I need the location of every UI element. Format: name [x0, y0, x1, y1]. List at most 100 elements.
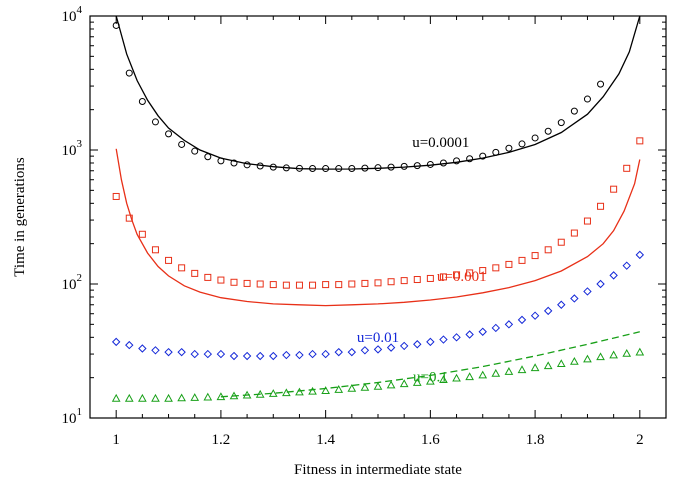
series-curve	[115, 148, 641, 307]
data-point	[269, 163, 277, 171]
x-tick-label: 1.2	[212, 432, 231, 448]
data-point	[165, 256, 173, 264]
data-point	[203, 392, 213, 401]
data-point	[361, 164, 369, 172]
data-point	[217, 157, 225, 165]
series-label: u=0.0001	[412, 135, 469, 151]
data-point	[466, 155, 474, 163]
data-point	[413, 162, 421, 170]
data-point	[243, 279, 251, 287]
data-point	[583, 287, 592, 296]
data-point	[374, 164, 382, 172]
data-point	[282, 164, 290, 172]
data-point	[138, 393, 147, 402]
data-point	[295, 350, 304, 360]
data-point	[295, 281, 303, 289]
data-point	[622, 348, 632, 357]
data-point	[230, 159, 238, 167]
data-point	[557, 119, 565, 127]
data-point	[636, 137, 644, 145]
data-point	[242, 351, 252, 361]
data-point	[557, 300, 566, 309]
data-point	[465, 330, 474, 339]
data-point	[570, 356, 579, 365]
data-point	[609, 271, 618, 280]
data-point	[282, 350, 291, 360]
data-point	[399, 341, 409, 351]
data-point	[360, 382, 370, 391]
data-point	[334, 347, 343, 357]
data-point	[111, 337, 121, 347]
data-point	[530, 363, 540, 372]
series-labels: u=0.0001 u=0.001 u=0.01 u=0.1	[357, 135, 487, 385]
data-point	[504, 367, 514, 375]
data-point	[518, 140, 526, 148]
x-tick-label: 1.4	[316, 432, 335, 448]
data-point	[453, 157, 461, 165]
series-label: u=0.1	[413, 369, 448, 385]
data-point	[623, 164, 631, 172]
data-point	[479, 267, 487, 275]
data-point	[400, 162, 408, 170]
data-point	[439, 273, 447, 281]
data-point	[308, 386, 317, 395]
data-point	[610, 185, 618, 193]
data-point	[531, 252, 539, 260]
data-point	[125, 69, 133, 77]
data-point	[570, 294, 579, 303]
data-point	[492, 264, 500, 272]
data-point	[165, 130, 173, 138]
data-point	[543, 361, 553, 370]
data-point	[335, 281, 343, 289]
data-point	[400, 277, 408, 285]
data-point	[517, 365, 527, 374]
data-point	[229, 351, 239, 361]
y-tick-label: 102	[62, 272, 83, 293]
data-point	[125, 214, 133, 222]
data-point	[255, 351, 265, 361]
data-point	[178, 140, 186, 148]
data-point	[373, 345, 383, 354]
data-point	[505, 144, 513, 152]
data-point	[518, 256, 526, 264]
data-point	[321, 386, 330, 394]
data-point	[531, 134, 539, 142]
data-point	[635, 347, 645, 356]
x-tick-label: 1.6	[421, 432, 440, 448]
data-point	[544, 127, 552, 135]
data-point	[204, 153, 212, 161]
data-point	[322, 165, 330, 173]
data-point	[426, 274, 434, 282]
data-point	[256, 162, 264, 170]
data-point	[583, 354, 592, 363]
data-point	[426, 160, 434, 168]
data-point	[466, 269, 474, 277]
data-point	[453, 271, 461, 279]
data-point	[335, 165, 343, 173]
plot-frame	[89, 15, 667, 419]
data-point	[230, 278, 238, 286]
data-point	[387, 163, 395, 171]
data-point	[570, 229, 578, 237]
data-point	[622, 261, 631, 270]
data-point	[282, 388, 291, 397]
data-point	[478, 327, 487, 336]
data-point	[465, 372, 474, 381]
data-point	[112, 21, 120, 29]
y-tick-label: 101	[62, 406, 83, 427]
data-point	[124, 393, 134, 402]
data-point	[111, 393, 121, 402]
data-point	[386, 343, 396, 352]
data-point	[151, 246, 159, 254]
series-label: u=0.001	[437, 269, 487, 285]
data-point	[583, 217, 591, 225]
data-point	[596, 279, 605, 289]
data-point	[334, 385, 344, 393]
data-point	[386, 380, 396, 389]
data-point	[190, 349, 199, 359]
data-point	[426, 376, 435, 385]
data-point	[191, 269, 199, 277]
data-point	[491, 323, 501, 333]
x-tick-label: 1	[112, 432, 120, 448]
